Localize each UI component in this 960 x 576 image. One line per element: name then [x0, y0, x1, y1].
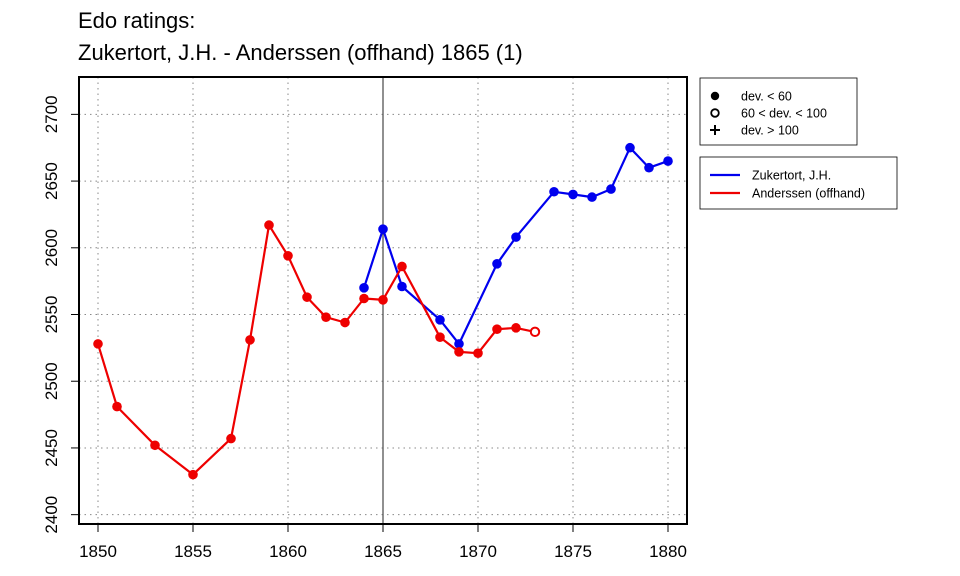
series-line-1 — [96, 224, 536, 476]
legend-open-dot-icon — [710, 108, 720, 118]
data-point — [340, 317, 350, 328]
data-point — [93, 339, 103, 349]
data-point — [454, 339, 464, 349]
data-point — [606, 184, 616, 194]
data-point — [435, 332, 445, 342]
series-layer — [93, 142, 673, 480]
deviation-legend: dev. < 60 60 < dev. < 100 dev. > 100 — [699, 77, 858, 146]
chart-title-line-2: Zukertort, J.H. - Anderssen (offhand) 18… — [78, 40, 523, 65]
data-point — [397, 261, 407, 272]
y-tick-label: 2700 — [42, 95, 61, 133]
x-tick-label: 1870 — [459, 542, 497, 561]
data-point-open — [529, 326, 541, 338]
data-point — [302, 292, 312, 302]
data-point — [378, 295, 388, 305]
data-point — [587, 192, 597, 202]
y-tick-label: 2400 — [42, 496, 61, 534]
y-tick-label: 2600 — [42, 229, 61, 267]
data-point — [473, 348, 483, 359]
series-legend: Zukertort, J.H. Anderssen (offhand) — [699, 156, 898, 210]
legend-filled-dot-icon — [710, 91, 720, 101]
data-point — [435, 315, 445, 325]
data-point — [644, 162, 654, 173]
series-legend-label: Zukertort, J.H. — [752, 169, 831, 183]
data-point — [359, 293, 369, 304]
series-line-0 — [362, 146, 669, 345]
y-tick-label: 2450 — [42, 429, 61, 467]
data-point — [150, 440, 160, 451]
deviation-legend-label: 60 < dev. < 100 — [741, 107, 827, 121]
chart-title-line-1: Edo ratings: — [78, 8, 196, 33]
data-point — [188, 469, 198, 480]
deviation-legend-label: dev. > 100 — [741, 124, 799, 138]
x-tick-label: 1860 — [269, 542, 307, 561]
data-point — [492, 324, 502, 334]
data-point — [511, 232, 521, 242]
x-tick-label: 1880 — [649, 542, 687, 561]
data-point — [378, 224, 388, 234]
x-tick-label: 1875 — [554, 542, 592, 561]
y-axis: 2400 2450 2500 2550 2600 2650 2700 — [42, 95, 79, 534]
data-point — [264, 220, 274, 230]
data-point — [321, 312, 331, 322]
data-point — [549, 186, 559, 197]
y-tick-label: 2550 — [42, 296, 61, 334]
data-point — [245, 335, 255, 345]
data-point — [112, 401, 122, 412]
deviation-legend-box — [699, 77, 858, 146]
x-tick-label: 1850 — [79, 542, 117, 561]
legend-plus-icon — [710, 125, 720, 135]
data-point — [625, 142, 635, 153]
series-legend-label: Anderssen (offhand) — [752, 187, 865, 201]
y-tick-label: 2500 — [42, 362, 61, 400]
y-tick-label: 2650 — [42, 162, 61, 200]
x-tick-label: 1865 — [364, 542, 402, 561]
data-point — [663, 156, 673, 166]
x-axis: 1850 1855 1860 1865 1870 1875 1880 — [79, 524, 687, 561]
data-point — [359, 283, 369, 293]
data-point — [511, 323, 521, 333]
deviation-legend-label: dev. < 60 — [741, 90, 792, 104]
series-legend-box — [699, 156, 898, 210]
data-point — [454, 347, 464, 357]
x-tick-label: 1855 — [174, 542, 212, 561]
data-point — [226, 433, 236, 444]
data-point — [568, 189, 578, 200]
data-point — [283, 251, 293, 261]
data-point — [492, 259, 502, 269]
data-point — [397, 281, 407, 292]
